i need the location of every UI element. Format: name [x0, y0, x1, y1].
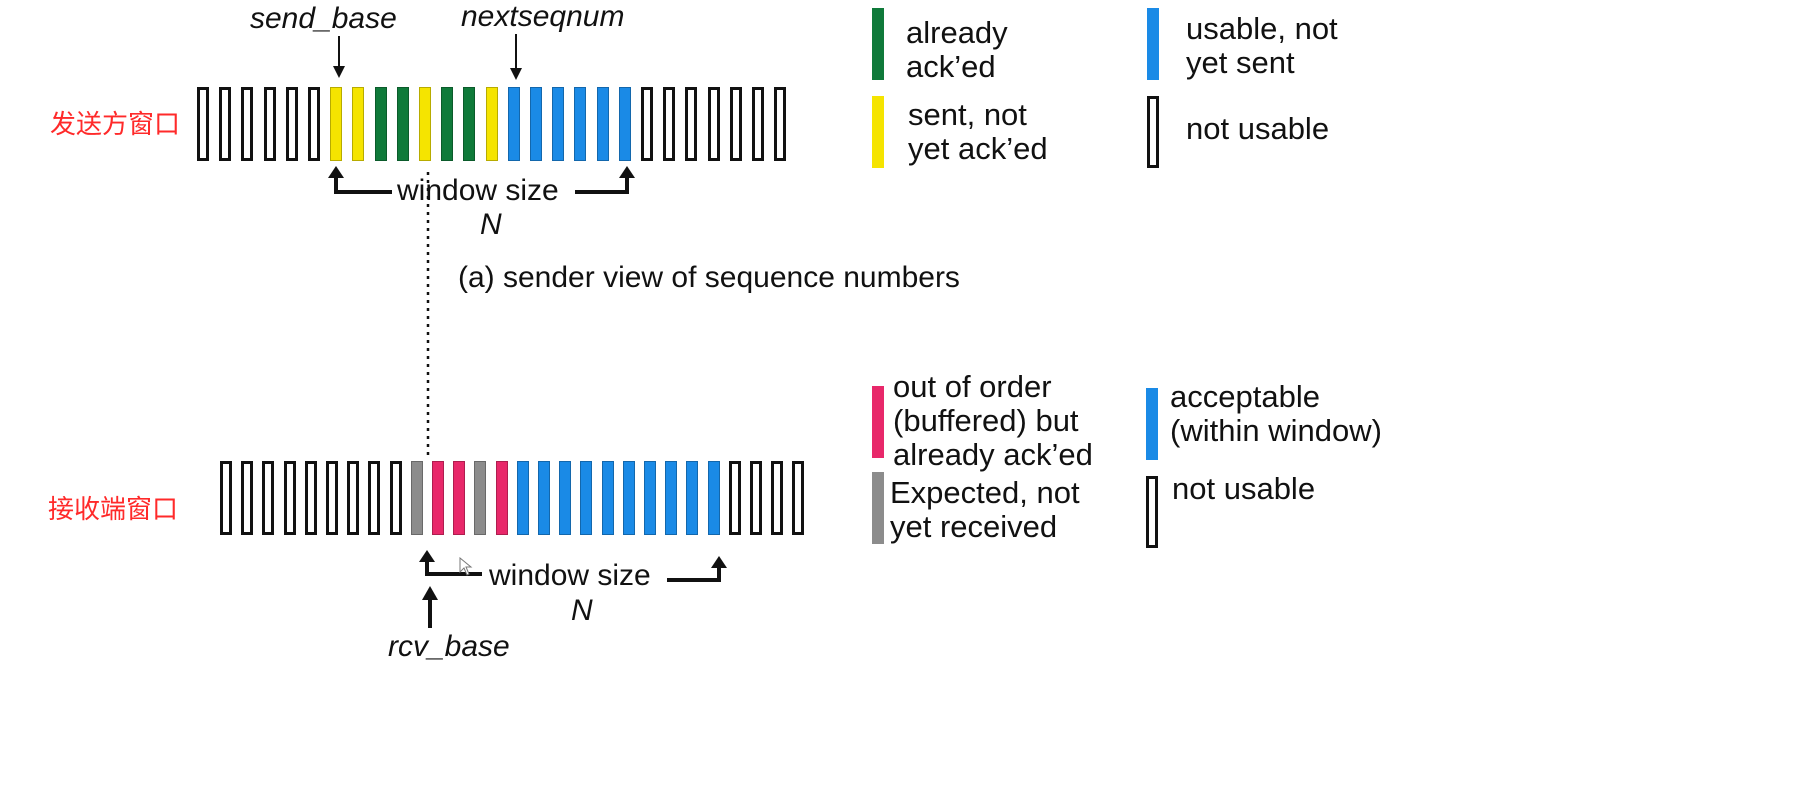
sender-slot: [463, 87, 476, 161]
sender-slot: [396, 87, 409, 161]
receiver-slot: [474, 461, 487, 535]
nextseqnum-arrow-head: [510, 68, 522, 80]
sender-slot: [485, 87, 498, 161]
legend-out-of-order-text: out of order (buffered) but already ack’…: [893, 369, 1093, 472]
sender-slot: [441, 87, 454, 161]
receiver-slot: [559, 461, 572, 535]
send-base-label: send_base: [250, 2, 397, 35]
legend-already-acked-text: already ack’ed: [906, 15, 1008, 84]
sender-slot: [419, 87, 431, 161]
receiver-slot: [262, 461, 275, 535]
receiver-window-n: N: [571, 594, 593, 627]
receiver-slot: [538, 461, 550, 535]
sender-slot: [663, 87, 676, 161]
legend-sent-not-acked-swatch: [872, 96, 884, 168]
sender-slot: [641, 87, 653, 161]
receiver-slot: [707, 461, 720, 535]
legend-sender-not-usable-swatch: [1147, 96, 1159, 168]
sender-slot: [552, 87, 565, 161]
receiver-slot: [644, 461, 656, 535]
receiver-slot: [665, 461, 678, 535]
sender-window-label: 发送方窗口: [50, 110, 181, 140]
receiver-slot: [241, 461, 254, 535]
legend-usable-not-sent-swatch: [1147, 8, 1159, 80]
sender-window-arrow-left: [328, 166, 344, 178]
receiver-slot: [622, 461, 635, 535]
sender-slot: [374, 87, 387, 161]
sender-slot: [574, 87, 587, 161]
receiver-slot: [453, 461, 466, 535]
receiver-window-arrow-right: [711, 556, 727, 568]
receiver-slot: [368, 461, 381, 535]
receiver-slot: [580, 461, 593, 535]
mouse-cursor-icon: [459, 557, 473, 576]
legend-acceptable-swatch: [1146, 388, 1158, 460]
sender-caption: (a) sender view of sequence numbers: [458, 261, 960, 294]
receiver-slot: [347, 461, 360, 535]
receiver-window-size-label: window size: [489, 559, 651, 592]
sender-slot: [285, 87, 298, 161]
receiver-slot: [601, 461, 614, 535]
sender-slot: [752, 87, 764, 161]
rcv-base-label: rcv_base: [388, 630, 510, 663]
sender-window-n: N: [480, 208, 502, 241]
sender-slot: [219, 87, 232, 161]
sender-slot: [352, 87, 365, 161]
legend-expected-text: Expected, not yet received: [890, 475, 1080, 544]
receiver-slot: [220, 461, 232, 535]
receiver-slot: [792, 461, 805, 535]
receiver-slot: [283, 461, 296, 535]
receiver-slot: [326, 461, 338, 535]
nextseqnum-label: nextseqnum: [461, 0, 625, 33]
receiver-slot: [389, 461, 402, 535]
receiver-slot: [686, 461, 699, 535]
receiver-window-bracket-left: [425, 556, 482, 576]
sender-slot: [308, 87, 320, 161]
receiver-slot: [516, 461, 529, 535]
receiver-window-arrow-left: [419, 550, 435, 562]
sender-slot: [241, 87, 254, 161]
legend-already-acked-swatch: [872, 8, 884, 80]
legend-receiver-not-usable-text: not usable: [1172, 471, 1316, 506]
receiver-slot: [750, 461, 762, 535]
legend-sender-not-usable-text: not usable: [1186, 111, 1330, 146]
sender-slot: [197, 87, 209, 161]
legend-usable-not-sent-text: usable, not yet sent: [1186, 11, 1338, 80]
sender-slot: [774, 87, 787, 161]
receiver-slot: [304, 461, 317, 535]
sender-window-arrow-right: [619, 166, 635, 178]
sender-slot: [263, 87, 276, 161]
legend-out-of-order-swatch: [872, 386, 884, 458]
receiver-slot: [495, 461, 508, 535]
receiver-slot: [432, 461, 444, 535]
legend-sent-not-acked-text: sent, not yet ack’ed: [908, 97, 1048, 166]
receiver-slot: [410, 461, 423, 535]
send-base-arrow-head: [333, 66, 345, 78]
sender-slot: [530, 87, 542, 161]
sender-slot: [330, 87, 343, 161]
sender-slot: [707, 87, 720, 161]
receiver-window-label: 接收端窗口: [48, 495, 179, 525]
sender-window-bracket-right: [575, 172, 629, 194]
sender-slot: [685, 87, 698, 161]
receiver-slot: [771, 461, 784, 535]
sender-window-size-label: window size: [397, 174, 559, 207]
sender-slot: [507, 87, 520, 161]
legend-acceptable-text: acceptable (within window): [1170, 379, 1382, 448]
sender-window-bracket-left: [334, 172, 392, 194]
sender-slot: [618, 87, 631, 161]
receiver-slot: [728, 461, 741, 535]
rcv-base-arrow-head: [422, 586, 438, 600]
legend-receiver-not-usable-swatch: [1146, 476, 1158, 548]
receiver-window-bracket-right: [667, 562, 721, 582]
sender-slot: [729, 87, 742, 161]
sender-slot: [596, 87, 609, 161]
legend-expected-swatch: [872, 472, 884, 544]
